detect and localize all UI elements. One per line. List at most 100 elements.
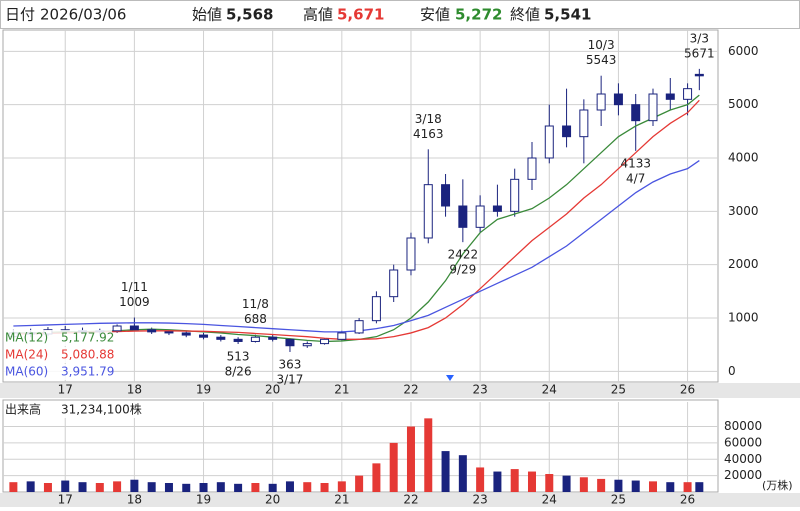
candle-body <box>423 184 433 239</box>
volume-bar <box>649 481 657 492</box>
volume-bar <box>113 481 122 492</box>
candle-body <box>233 338 243 342</box>
x-tick-label: 20 <box>265 493 280 507</box>
candle-body <box>544 125 554 159</box>
volume-bar <box>527 471 536 492</box>
annotation-date: 11/8 <box>242 297 269 311</box>
volume-unit: (万株) <box>762 478 793 492</box>
y-tick-label: 0 <box>728 364 736 378</box>
header-bar <box>0 0 800 29</box>
x-tick-label: 23 <box>472 493 487 507</box>
cursor-marker <box>446 375 454 381</box>
legend-value: 5,177.92 <box>61 331 114 345</box>
x-tick-label: 21 <box>334 493 349 507</box>
volume-latest: 31,234,100株 <box>61 402 142 417</box>
x-tick-label: 19 <box>196 493 211 507</box>
y-tick-label: 2000 <box>728 257 759 271</box>
annotation-date: 4/7 <box>626 171 645 185</box>
legend-name: MA(12) <box>5 331 48 345</box>
candle-body <box>527 157 537 180</box>
close-label: 終値 <box>510 6 540 24</box>
volume-bar <box>130 479 139 492</box>
annotation-date: 8/26 <box>225 364 252 378</box>
legend-name: MA(60) <box>5 365 48 379</box>
date-label: 日付 <box>5 6 35 24</box>
candle-body <box>613 93 623 106</box>
y-tick-label: 5000 <box>728 97 759 111</box>
legend-name: MA(24) <box>5 348 48 362</box>
candle-body <box>475 205 485 228</box>
annotation-value: 4163 <box>413 127 444 141</box>
volume-bar <box>268 483 277 492</box>
volume-bar <box>493 471 502 492</box>
annotation-date: 3/3 <box>690 31 709 45</box>
candle-body <box>112 325 122 332</box>
x-tick-label: 22 <box>403 493 418 507</box>
candle-body <box>354 320 364 334</box>
low-label: 安値 <box>420 6 450 24</box>
x-axis-strip <box>0 493 800 507</box>
volume-bar <box>285 481 294 492</box>
x-tick-label: 18 <box>127 383 142 397</box>
volume-bar <box>389 442 398 492</box>
legend-value: 5,080.88 <box>61 348 114 362</box>
candle-body <box>562 125 572 138</box>
volume-bar <box>26 481 35 492</box>
annotation-value: 5671 <box>684 46 715 60</box>
annotation-value: 5543 <box>586 53 617 67</box>
volume-bar <box>216 482 225 492</box>
candle-body <box>371 296 381 322</box>
candle-body <box>337 332 347 340</box>
date: 2026/03/06 <box>40 6 126 24</box>
candle-body <box>199 334 209 338</box>
candle-body <box>458 205 468 228</box>
legend-bg <box>4 347 112 363</box>
volume-bar <box>666 482 675 492</box>
candle-body <box>579 109 589 138</box>
volume-bar <box>545 474 554 492</box>
high-label: 高値 <box>303 6 333 24</box>
candle-body <box>320 338 330 345</box>
annotation-value: 688 <box>244 312 267 326</box>
close: 5,541 <box>544 6 591 24</box>
volume-bar <box>476 467 485 492</box>
annotation-date: 9/29 <box>449 263 476 277</box>
x-tick-label: 17 <box>58 383 73 397</box>
annotation-value: 513 <box>227 349 250 363</box>
candle-body <box>596 93 606 111</box>
volume-bar <box>458 455 467 492</box>
volume-label-bg <box>4 402 144 418</box>
volume-bar <box>614 479 623 492</box>
y-tick-label: 6000 <box>728 44 759 58</box>
x-tick-label: 18 <box>127 493 142 507</box>
volume-bar <box>424 418 433 492</box>
candle-body <box>216 336 226 340</box>
volume-bar <box>579 477 588 492</box>
volume-bar <box>61 480 70 492</box>
volume-bar <box>562 475 571 492</box>
volume-bar <box>355 475 364 492</box>
candle-body <box>302 343 312 347</box>
candle-body <box>510 178 520 212</box>
legend-bg <box>4 364 112 380</box>
high: 5,671 <box>337 6 384 24</box>
volume-title: 出来高 <box>5 402 41 417</box>
volume-bar <box>182 483 191 492</box>
candle-body <box>648 93 658 122</box>
candle-body <box>665 93 675 100</box>
candle-body <box>250 336 260 342</box>
candle-body <box>441 184 451 207</box>
annotation-date: 3/17 <box>276 372 303 386</box>
volume-bar <box>9 482 18 492</box>
volume-bar <box>147 482 156 492</box>
candle-body <box>147 329 157 333</box>
candle-body <box>694 73 704 77</box>
x-tick-label: 25 <box>611 493 626 507</box>
y-tick-label: 40000 <box>724 452 762 466</box>
volume-bar <box>372 463 381 492</box>
candle-body <box>683 88 693 100</box>
x-tick-label: 26 <box>680 383 695 397</box>
volume-bar <box>337 481 346 492</box>
annotation-value: 363 <box>279 357 302 371</box>
